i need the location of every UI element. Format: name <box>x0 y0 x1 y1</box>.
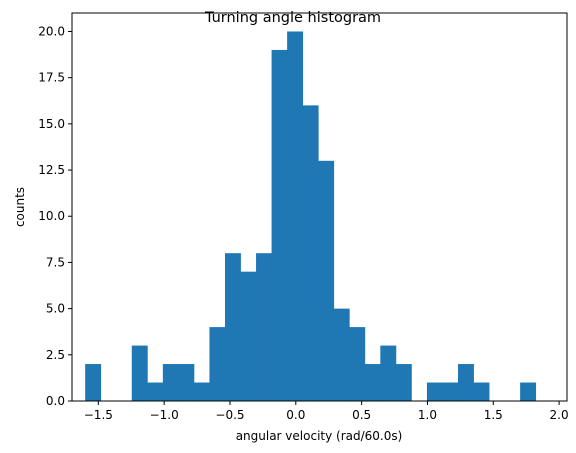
histogram-bar <box>256 253 272 401</box>
y-tick-label: 5.0 <box>46 302 65 316</box>
y-tick-label: 7.5 <box>46 255 65 269</box>
x-tick-label: 1.5 <box>484 408 503 422</box>
histogram-bar <box>287 31 304 401</box>
x-tick-label: 2.0 <box>550 408 569 422</box>
histogram-bar <box>380 345 397 401</box>
y-axis-ticks: 0.0 2.5 5.0 7.5 10.0 12.5 15.0 17.5 20.0 <box>38 24 72 408</box>
histogram-bar <box>442 382 459 401</box>
histogram-bar <box>209 327 226 401</box>
histogram-bar <box>457 364 474 401</box>
bars-group <box>85 31 537 401</box>
histogram-bar <box>178 364 195 401</box>
histogram-bar <box>426 382 443 401</box>
histogram-bar <box>271 49 288 401</box>
x-tick-label: −1.5 <box>84 408 113 422</box>
plot-frame <box>71 12 568 402</box>
histogram-bar <box>162 364 179 401</box>
y-tick-label: 20.0 <box>38 24 65 38</box>
x-tick-label: −1.0 <box>150 408 179 422</box>
y-tick-label: 10.0 <box>38 209 65 223</box>
y-axis-label: counts <box>13 187 27 227</box>
y-tick-label: 15.0 <box>38 117 65 131</box>
x-tick-label: 0.0 <box>286 408 305 422</box>
histogram-bar <box>147 382 164 401</box>
histogram-bar <box>333 308 350 401</box>
histogram-bar <box>193 382 210 401</box>
histogram-bar <box>520 382 537 401</box>
histogram-bar <box>131 345 148 401</box>
y-tick-label: 2.5 <box>46 348 65 362</box>
histogram-bar <box>349 327 366 401</box>
histogram-bar <box>302 105 319 401</box>
histogram-bar <box>395 364 412 401</box>
y-tick-label: 0.0 <box>46 394 65 408</box>
histogram-bar <box>224 253 241 401</box>
histogram-bar <box>364 364 381 401</box>
x-tick-label: 0.5 <box>352 408 371 422</box>
histogram-bar <box>473 382 490 401</box>
x-tick-label: 1.0 <box>418 408 437 422</box>
histogram-bar <box>85 364 102 401</box>
histogram-bar <box>240 271 257 401</box>
chart-title: Turning angle histogram <box>204 10 381 26</box>
y-tick-label: 12.5 <box>38 163 65 177</box>
x-tick-label: −0.5 <box>215 408 244 422</box>
x-axis-label: angular velocity (rad/60.0s) <box>236 429 403 443</box>
x-axis-ticks: −1.5 −1.0 −0.5 0.0 0.5 1.0 1.5 2.0 <box>84 401 569 422</box>
y-tick-label: 17.5 <box>38 71 65 85</box>
histogram-bar <box>318 160 335 401</box>
